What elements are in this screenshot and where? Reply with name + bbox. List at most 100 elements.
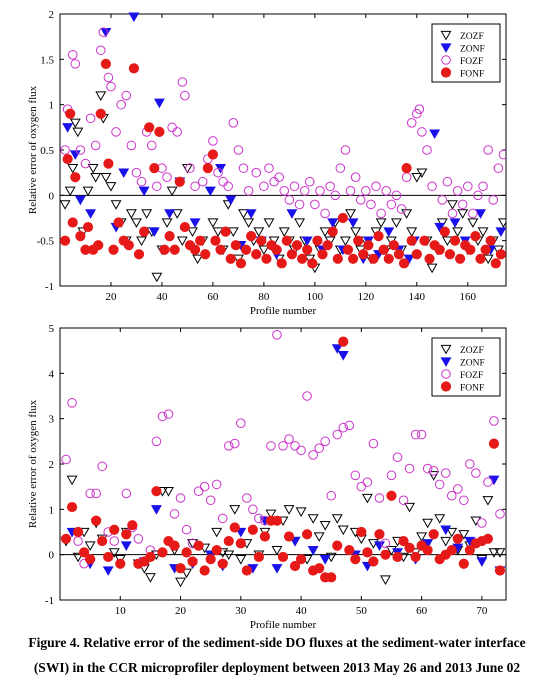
point-zozf: [163, 487, 174, 497]
point-fonf: [259, 531, 271, 542]
point-fozf: [190, 181, 200, 192]
point-fonf: [154, 126, 165, 137]
point-zozf: [458, 530, 470, 540]
point-fozf: [340, 145, 351, 155]
y-tick-label: 5: [49, 323, 55, 335]
point-fozf: [163, 409, 174, 419]
point-fozf: [111, 127, 121, 137]
point-fonf: [75, 231, 86, 242]
point-fozf: [314, 443, 324, 453]
point-fozf: [274, 172, 284, 182]
point-fozf: [320, 208, 330, 219]
point-zonf: [449, 218, 461, 228]
point-zozf: [406, 227, 418, 237]
point-fonf: [401, 163, 412, 174]
point-fozf: [121, 90, 132, 101]
point-fonf: [60, 533, 72, 544]
point-fonf: [404, 542, 415, 553]
point-fonf: [97, 535, 108, 547]
point-fozf: [320, 436, 330, 447]
point-fonf: [475, 253, 486, 264]
point-fonf: [241, 565, 252, 576]
x-tick-label: 20: [105, 291, 117, 303]
point-fozf: [91, 488, 101, 499]
point-fonf: [439, 226, 450, 237]
point-zozf: [446, 527, 458, 538]
point-zozf: [467, 218, 479, 228]
chart-top: 20 40 60 80 100 120 140 160 -1 -0.5 0 0.5 1 1.5 2 Profi…: [27, 9, 507, 317]
point-fozf: [136, 176, 147, 187]
point-fozf: [434, 479, 445, 490]
point-fozf: [302, 391, 312, 401]
point-fozf: [61, 454, 71, 465]
point-zozf: [434, 514, 446, 524]
point-fozf: [406, 118, 417, 128]
point-zonf: [69, 150, 81, 160]
point-fonf: [202, 163, 213, 174]
point-fonf: [85, 554, 96, 565]
point-fozf: [299, 186, 310, 196]
point-zozf: [175, 577, 187, 588]
point-fonf: [338, 336, 349, 347]
point-fozf: [294, 199, 305, 210]
point-fonf: [307, 258, 318, 269]
point-fonf: [277, 551, 289, 563]
point-fonf: [428, 529, 439, 540]
point-fozf: [404, 463, 415, 474]
point-fozf: [103, 72, 114, 83]
point-fonf: [144, 122, 155, 133]
point-zozf: [72, 127, 84, 138]
point-zozf: [144, 573, 156, 583]
point-fonf: [342, 244, 354, 255]
point-fozf: [386, 199, 397, 210]
y-tick-label: 0: [49, 550, 55, 562]
point-fozf: [498, 149, 506, 160]
point-fozf: [254, 513, 264, 524]
point-zozf: [84, 541, 96, 551]
point-fonf: [109, 524, 120, 535]
point-zozf: [452, 227, 464, 237]
point-fonf: [205, 554, 216, 565]
point-fozf: [315, 186, 325, 196]
point-fozf: [217, 513, 228, 524]
point-fozf: [398, 495, 409, 506]
point-fozf: [228, 118, 239, 128]
legend-marker-zozf: [440, 30, 452, 41]
point-fonf: [424, 253, 435, 264]
point-fozf: [242, 493, 252, 503]
point-fonf: [103, 551, 114, 563]
point-fonf: [95, 108, 106, 119]
point-fozf: [381, 186, 392, 196]
point-fozf: [488, 195, 499, 205]
point-fozf: [345, 186, 356, 196]
point-fonf: [175, 563, 186, 574]
point-zozf: [295, 507, 307, 517]
point-fozf: [296, 445, 306, 456]
point-fozf: [330, 190, 341, 201]
point-fonf: [79, 547, 90, 558]
point-fozf: [251, 167, 262, 178]
point-fozf: [175, 493, 186, 503]
point-zozf: [229, 505, 241, 515]
x-tick-label: 50: [356, 605, 368, 617]
point-fozf: [97, 461, 107, 472]
point-fonf: [181, 547, 192, 558]
point-fozf: [310, 199, 320, 210]
point-fozf: [284, 434, 294, 444]
point-fozf: [416, 429, 427, 440]
point-fozf: [495, 509, 505, 519]
point-zonf: [488, 475, 500, 486]
point-zozf: [67, 163, 79, 174]
point-fonf: [419, 235, 430, 246]
point-fonf: [195, 235, 206, 246]
point-fozf: [70, 59, 81, 69]
point-fonf: [225, 253, 236, 264]
point-zozf: [441, 236, 453, 247]
point-zozf: [108, 548, 120, 558]
legend-label-zonf: ZONF: [460, 359, 485, 369]
point-fozf: [85, 113, 96, 124]
x-tick-label: 20: [175, 605, 187, 617]
point-fonf: [455, 253, 466, 264]
point-fozf: [447, 208, 458, 219]
point-fozf: [146, 140, 157, 151]
